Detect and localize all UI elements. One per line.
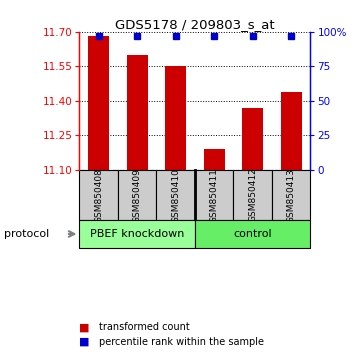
Bar <box>127 55 148 170</box>
Title: GDS5178 / 209803_s_at: GDS5178 / 209803_s_at <box>115 18 275 31</box>
Bar <box>79 220 195 248</box>
Text: percentile rank within the sample: percentile rank within the sample <box>99 337 264 347</box>
Text: ■: ■ <box>79 337 90 347</box>
Bar <box>79 170 118 220</box>
Text: GSM850411: GSM850411 <box>210 168 219 223</box>
Bar <box>165 67 186 170</box>
Text: GSM850412: GSM850412 <box>248 168 257 222</box>
Text: transformed count: transformed count <box>99 322 190 332</box>
Text: control: control <box>234 229 272 239</box>
Bar <box>204 149 225 170</box>
Bar <box>195 220 310 248</box>
Bar <box>156 170 195 220</box>
Text: GSM850413: GSM850413 <box>287 168 296 223</box>
Bar <box>272 170 310 220</box>
Bar <box>234 170 272 220</box>
Bar <box>118 170 156 220</box>
Text: GSM850409: GSM850409 <box>133 168 142 223</box>
Bar <box>280 92 302 170</box>
Text: GSM850410: GSM850410 <box>171 168 180 223</box>
Text: GSM850408: GSM850408 <box>94 168 103 223</box>
Bar <box>88 36 109 170</box>
Text: protocol: protocol <box>4 229 49 239</box>
Bar <box>195 170 234 220</box>
Text: ■: ■ <box>79 322 90 332</box>
Text: PBEF knockdown: PBEF knockdown <box>90 229 184 239</box>
Bar <box>242 108 263 170</box>
